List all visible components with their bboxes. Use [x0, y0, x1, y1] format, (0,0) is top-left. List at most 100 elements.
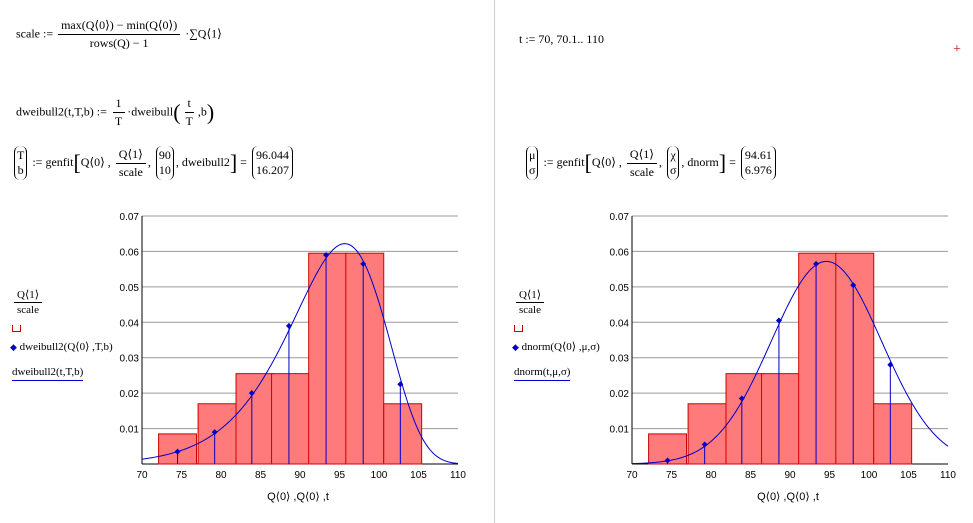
histogram-bar	[345, 252, 385, 465]
crosshair-cursor: +	[953, 42, 961, 58]
histogram-bar	[383, 403, 423, 465]
y-tick-label: 0.04	[610, 318, 630, 329]
arg-denominator: T	[185, 114, 193, 128]
y-tick-label: 0.06	[120, 247, 140, 258]
legend-curve-label: dnorm(t,μ,σ)	[514, 366, 571, 378]
y-numerator: Q⟨1⟩	[115, 147, 146, 164]
weibull-params-vector: T b	[14, 146, 28, 180]
dweibull2-definition[interactable]: dweibull2(t,T,b) := 1 T ·dweibull( t T ,…	[16, 96, 214, 129]
normal-result-vector: 94.61 6.976	[740, 146, 776, 180]
legend-bar-swatch-right	[514, 325, 523, 332]
param-mu: μ	[529, 148, 536, 162]
guess-1: χ	[670, 148, 676, 162]
legend-points-left: ◆ dweibull2(Q⟨0⟩ ,T,b)	[10, 340, 113, 353]
x-tick-label: 75	[176, 470, 188, 481]
x-tick-label: 75	[666, 470, 678, 481]
histogram-bar	[725, 373, 765, 465]
open-paren: (	[173, 99, 181, 125]
x-tick-label: 85	[745, 470, 757, 481]
region-divider	[494, 0, 495, 523]
open-bracket: [	[73, 150, 81, 175]
fit-point-marker	[360, 260, 367, 267]
y-tick-label: 0.03	[120, 354, 140, 365]
genfit-weibull[interactable]: T b := genfit[Q⟨0⟩ , Q⟨1⟩ scale , 90 10 …	[12, 146, 295, 180]
legend-histogram-left: Q⟨1⟩ scale	[12, 288, 44, 316]
x-tick-label: 100	[861, 470, 878, 481]
guess-vector: χ σ	[666, 146, 680, 180]
plus-icon: +	[953, 42, 961, 57]
y-tick-label: 0.01	[610, 425, 630, 436]
y-tick-label: 0.05	[610, 283, 630, 294]
guess-1: 90	[158, 148, 171, 162]
legend-histogram-right: Q⟨1⟩ scale	[514, 288, 546, 316]
scale-numerator: max(Q⟨0⟩) − min(Q⟨0⟩)	[58, 18, 181, 35]
fit-point-marker	[775, 317, 782, 324]
genfit-fn: , dnorm	[681, 154, 719, 169]
fit-point-marker	[813, 260, 820, 267]
y-denominator: scale	[118, 164, 143, 179]
genfit-normal[interactable]: μ σ := genfit[Q⟨0⟩ , Q⟨1⟩ scale , χ σ , …	[524, 146, 778, 180]
genfit-call: := genfit	[32, 154, 74, 169]
fit-point-marker	[174, 448, 181, 455]
histogram-bar	[798, 252, 838, 465]
scale-definition[interactable]: scale := max(Q⟨0⟩) − min(Q⟨0⟩) rows(Q) −…	[16, 18, 222, 51]
arg-numerator: t	[184, 96, 194, 113]
x-tick-label: 100	[371, 470, 388, 481]
weibull-chart[interactable]: Q⟨0⟩ ,Q⟨0⟩ ,t 0.01 0.02 0.03 0.04 0.05 0.06 0.…	[100, 208, 475, 508]
scale-sum-term: ·∑Q⟨1⟩	[185, 26, 222, 41]
fit-point-marker	[323, 251, 330, 258]
x-tick-label: 70	[626, 470, 638, 481]
fit-point-marker	[397, 381, 404, 388]
guess-2: 10	[158, 163, 171, 177]
y-numerator: Q⟨1⟩	[626, 147, 657, 164]
weibull-result-vector: 96.044 16.207	[251, 146, 293, 180]
legend-num: Q⟨1⟩	[14, 288, 43, 303]
t-range-definition[interactable]: t := 70, 70.1.. 110	[519, 32, 604, 47]
x-axis-title: Q⟨0⟩ ,Q⟨0⟩ ,t	[267, 491, 329, 503]
diamond-icon: ◆	[10, 342, 17, 352]
legend-num: Q⟨1⟩	[516, 288, 545, 303]
legend-points-right: ◆ dnorm(Q⟨0⟩ ,μ,σ)	[512, 340, 600, 353]
scale-lhs: scale :=	[16, 26, 54, 41]
result-T: 96.044	[255, 148, 289, 162]
param-sigma: σ	[529, 163, 536, 177]
result-b: 16.207	[255, 163, 289, 177]
x-tick-label: 110	[940, 470, 956, 481]
histogram-bar	[271, 373, 310, 465]
genfit-arg-y: Q⟨1⟩ scale	[626, 147, 657, 180]
fit-curve-line	[631, 260, 949, 465]
fit-point-marker	[664, 457, 671, 464]
close-paren: )	[206, 99, 215, 125]
fit-point-marker	[211, 429, 218, 436]
y-tick-label: 0.05	[120, 283, 140, 294]
close-bracket: ]	[229, 150, 238, 175]
legend-frac: Q⟨1⟩ scale	[14, 288, 43, 316]
fit-point-marker	[887, 361, 894, 368]
x-tick-label: 95	[334, 470, 346, 481]
scale-fraction: max(Q⟨0⟩) − min(Q⟨0⟩) rows(Q) − 1	[58, 18, 181, 51]
open-bracket: [	[584, 150, 592, 175]
result-mu: 94.61	[744, 148, 772, 162]
y-tick-label: 0.04	[120, 318, 140, 329]
x-tick-label: 95	[824, 470, 836, 481]
histogram-bar	[235, 373, 275, 465]
param-b: b	[17, 163, 24, 177]
normal-chart[interactable]: Q⟨0⟩ ,Q⟨0⟩ ,t 0.01 0.02 0.03 0.04 0.05 0.06 0.…	[590, 208, 965, 508]
y-tick-label: 0.01	[120, 425, 140, 436]
factor-numerator: 1	[112, 96, 125, 113]
dweibull-arg-fraction: t T	[183, 96, 196, 129]
t-range-text: t := 70, 70.1.. 110	[519, 32, 604, 46]
y-tick-label: 0.03	[610, 354, 630, 365]
close-bracket: ]	[718, 150, 727, 175]
histogram-bar	[761, 373, 800, 465]
genfit-arg-y: Q⟨1⟩ scale	[115, 147, 146, 180]
guess-vector: 90 10	[155, 146, 174, 180]
legend-den: scale	[17, 304, 39, 316]
fit-curve-line	[141, 243, 459, 464]
genfit-fn: , dweibull2	[175, 154, 230, 169]
result-sigma: 6.976	[744, 163, 772, 177]
x-tick-label: 90	[784, 470, 796, 481]
x-axis-title: Q⟨0⟩ ,Q⟨0⟩ ,t	[757, 491, 819, 503]
genfit-call: := genfit	[543, 154, 585, 169]
legend-points-label: dnorm(Q⟨0⟩ ,μ,σ)	[521, 341, 600, 353]
